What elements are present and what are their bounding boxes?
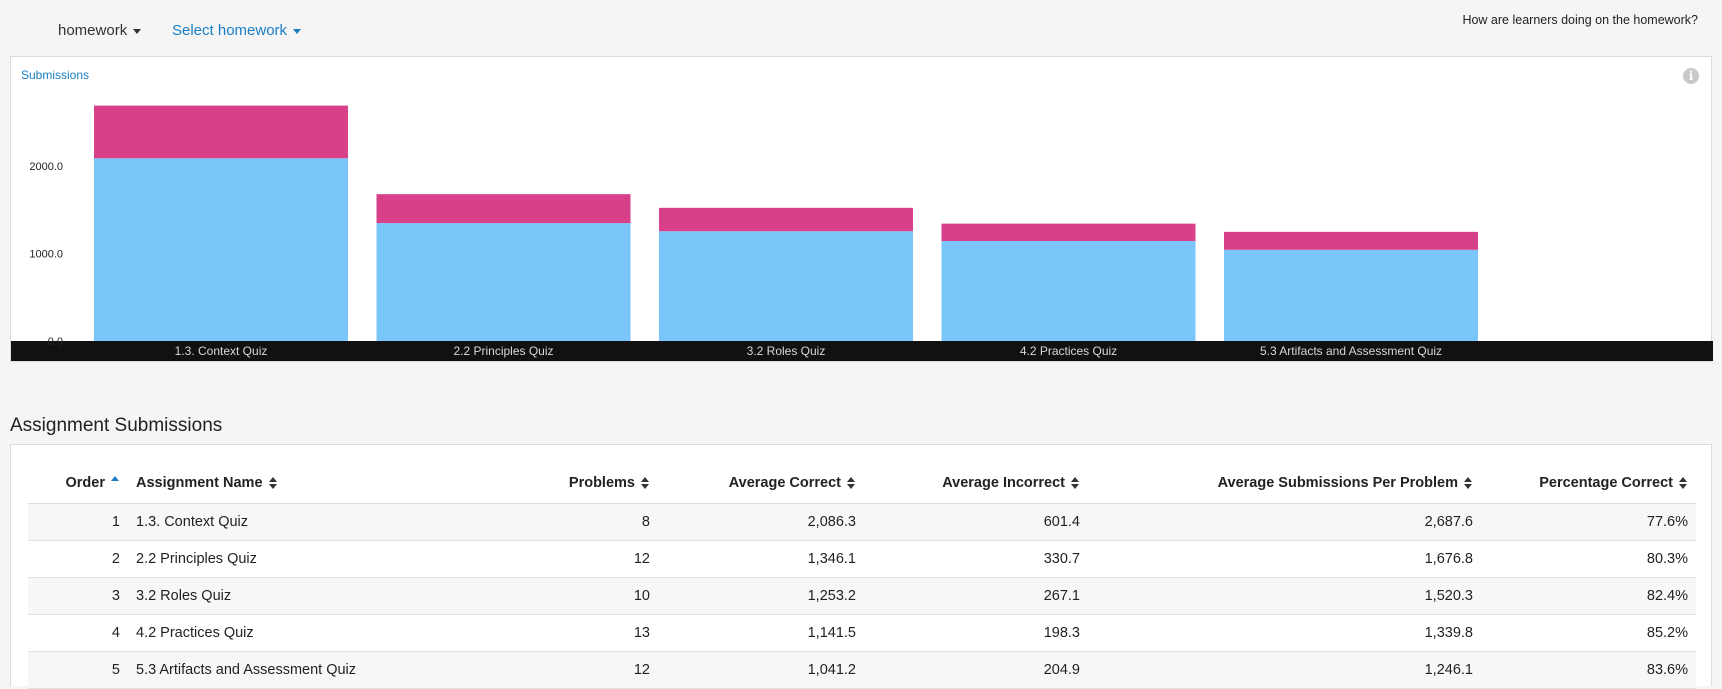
cell-average-incorrect: 601.4 xyxy=(864,503,1088,541)
caret-down-icon xyxy=(133,28,142,34)
info-icon[interactable]: i xyxy=(1683,68,1699,84)
cell-order: 2 xyxy=(28,540,128,578)
cell-percentage-correct: 80.3% xyxy=(1481,540,1696,578)
section-title: Assignment Submissions xyxy=(10,415,223,436)
bar-correct xyxy=(1224,249,1478,341)
cell-average-submissions: 1,339.8 xyxy=(1088,614,1481,652)
sort-icon xyxy=(1679,476,1688,490)
sort-icon xyxy=(268,476,278,490)
y-tick-label: 1000.0 xyxy=(29,248,63,260)
sort-ascending-icon xyxy=(111,476,120,490)
x-tick-label: 4.2 Practices Quiz xyxy=(1020,344,1117,358)
cell-average-submissions: 1,676.8 xyxy=(1088,540,1481,578)
column-header-average-submissions[interactable]: Average Submissions Per Problem xyxy=(1088,463,1481,504)
top-bar: homework Select homework How are learner… xyxy=(0,0,1722,56)
table-row: 1 1.3. Context Quiz 8 2,086.3 601.4 2,68… xyxy=(28,503,1696,541)
cell-average-submissions: 1,520.3 xyxy=(1088,577,1481,615)
x-tick-label: 2.2 Principles Quiz xyxy=(453,344,553,358)
chart-title: Submissions xyxy=(21,68,90,82)
table-header-row: Order Assignment Name Problems Average C… xyxy=(28,463,1696,504)
caret-down-icon xyxy=(293,28,302,34)
submissions-chart-panel: 0.0 1000.0 2000.0 1.3. Context Quiz 2.2 Prin… xyxy=(10,56,1713,362)
column-header-average-correct[interactable]: Average Correct xyxy=(658,463,864,504)
cell-order: 4 xyxy=(28,614,128,652)
x-tick-label: 1.3. Context Quiz xyxy=(175,344,268,358)
x-tick-label: 3.2 Roles Quiz xyxy=(747,344,826,358)
cell-problems: 13 xyxy=(528,614,658,652)
bar-correct xyxy=(659,231,913,341)
cell-assignment-name: 1.3. Context Quiz xyxy=(128,503,528,541)
table-row: 5 5.3 Artifacts and Assessment Quiz 12 1… xyxy=(28,651,1696,689)
select-homework-dropdown[interactable]: Select homework xyxy=(172,22,302,39)
bar-incorrect xyxy=(376,194,631,224)
y-tick-label: 2000.0 xyxy=(29,161,63,173)
cell-average-correct: 2,086.3 xyxy=(658,503,864,541)
cell-order: 3 xyxy=(28,577,128,615)
cell-percentage-correct: 85.2% xyxy=(1481,614,1696,652)
submissions-chart: 0.0 1000.0 2000.0 1.3. Context Quiz 2.2 Prin… xyxy=(11,105,1713,361)
column-header-order[interactable]: Order xyxy=(28,463,128,504)
cell-order: 5 xyxy=(28,651,128,689)
cell-average-correct: 1,141.5 xyxy=(658,614,864,652)
column-header-problems[interactable]: Problems xyxy=(528,463,658,504)
cell-average-incorrect: 204.9 xyxy=(864,651,1088,689)
cell-assignment-name: 4.2 Practices Quiz xyxy=(128,614,528,652)
table-row: 4 4.2 Practices Quiz 13 1,141.5 198.3 1,… xyxy=(28,614,1696,652)
homework-dropdown-label: homework xyxy=(58,22,128,39)
sort-icon xyxy=(1071,476,1080,490)
table-row: 3 3.2 Roles Quiz 10 1,253.2 267.1 1,520.… xyxy=(28,577,1696,615)
sort-icon xyxy=(1464,476,1473,490)
bar-correct xyxy=(376,223,631,341)
y-tick-label: 0.0 xyxy=(48,336,63,348)
cell-average-incorrect: 198.3 xyxy=(864,614,1088,652)
sort-icon xyxy=(641,476,650,490)
cell-average-correct: 1,253.2 xyxy=(658,577,864,615)
cell-average-incorrect: 330.7 xyxy=(864,540,1088,578)
cell-percentage-correct: 83.6% xyxy=(1481,651,1696,689)
bar-correct xyxy=(94,158,348,341)
cell-assignment-name: 5.3 Artifacts and Assessment Quiz xyxy=(128,651,528,689)
x-axis-band xyxy=(11,341,1713,361)
cell-percentage-correct: 82.4% xyxy=(1481,577,1696,615)
cell-problems: 12 xyxy=(528,651,658,689)
page-question: How are learners doing on the homework? xyxy=(1462,13,1698,27)
cell-order: 1 xyxy=(28,503,128,541)
table-row: 2 2.2 Principles Quiz 12 1,346.1 330.7 1… xyxy=(28,540,1696,578)
cell-assignment-name: 3.2 Roles Quiz xyxy=(128,577,528,615)
bar-incorrect xyxy=(659,207,913,232)
x-tick-label: 5.3 Artifacts and Assessment Quiz xyxy=(1260,344,1442,358)
assignment-submissions-panel: Order Assignment Name Problems Average C… xyxy=(10,444,1712,689)
cell-problems: 8 xyxy=(528,503,658,541)
column-header-average-incorrect[interactable]: Average Incorrect xyxy=(864,463,1088,504)
column-header-percentage-correct[interactable]: Percentage Correct xyxy=(1481,463,1696,504)
bar-incorrect xyxy=(1224,231,1478,250)
bar-correct xyxy=(941,241,1196,341)
cell-average-incorrect: 267.1 xyxy=(864,577,1088,615)
cell-average-correct: 1,041.2 xyxy=(658,651,864,689)
cell-average-submissions: 1,246.1 xyxy=(1088,651,1481,689)
cell-average-correct: 1,346.1 xyxy=(658,540,864,578)
cell-percentage-correct: 77.6% xyxy=(1481,503,1696,541)
cell-problems: 10 xyxy=(528,577,658,615)
bar-incorrect xyxy=(94,105,348,159)
column-header-assignment-name[interactable]: Assignment Name xyxy=(128,463,528,504)
sort-icon xyxy=(847,476,856,490)
cell-assignment-name: 2.2 Principles Quiz xyxy=(128,540,528,578)
cell-problems: 12 xyxy=(528,540,658,578)
cell-average-submissions: 2,687.6 xyxy=(1088,503,1481,541)
homework-dropdown[interactable]: homework xyxy=(58,22,142,39)
assignment-submissions-table: Order Assignment Name Problems Average C… xyxy=(28,463,1696,689)
bar-incorrect xyxy=(941,223,1196,242)
select-homework-label: Select homework xyxy=(172,22,288,39)
